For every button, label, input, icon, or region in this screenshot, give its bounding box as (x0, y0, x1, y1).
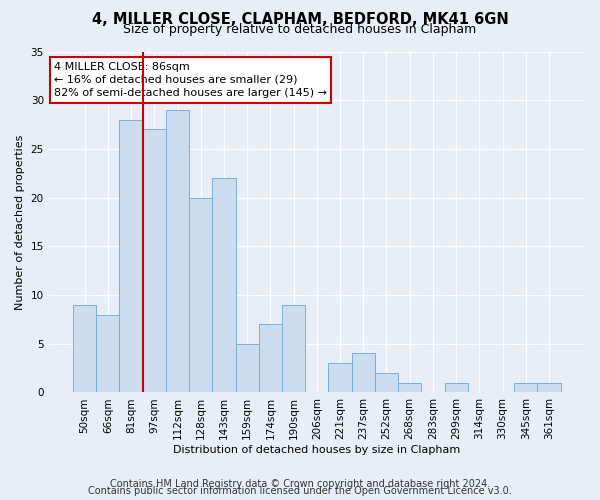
Text: 4, MILLER CLOSE, CLAPHAM, BEDFORD, MK41 6GN: 4, MILLER CLOSE, CLAPHAM, BEDFORD, MK41 … (92, 12, 508, 28)
Bar (73, 305, 96, 392)
Text: 4 MILLER CLOSE: 86sqm
← 16% of detached houses are smaller (29)
82% of semi-deta: 4 MILLER CLOSE: 86sqm ← 16% of detached … (54, 62, 327, 98)
Bar (236, 344, 259, 393)
Bar (398, 382, 421, 392)
Bar (119, 120, 143, 392)
Bar (445, 382, 468, 392)
Bar (328, 363, 352, 392)
Text: Size of property relative to detached houses in Clapham: Size of property relative to detached ho… (124, 22, 476, 36)
Text: Contains HM Land Registry data © Crown copyright and database right 2024.: Contains HM Land Registry data © Crown c… (110, 479, 490, 489)
Bar (538, 382, 560, 392)
Text: Contains public sector information licensed under the Open Government Licence v3: Contains public sector information licen… (88, 486, 512, 496)
X-axis label: Distribution of detached houses by size in Clapham: Distribution of detached houses by size … (173, 445, 460, 455)
Bar (143, 130, 166, 392)
Bar (375, 373, 398, 392)
Bar (282, 305, 305, 392)
Bar (166, 110, 189, 393)
Y-axis label: Number of detached properties: Number of detached properties (15, 134, 25, 310)
Bar (96, 314, 119, 392)
Bar (259, 324, 282, 392)
Bar (514, 382, 538, 392)
Bar (212, 178, 236, 392)
Bar (352, 354, 375, 393)
Bar (189, 198, 212, 392)
